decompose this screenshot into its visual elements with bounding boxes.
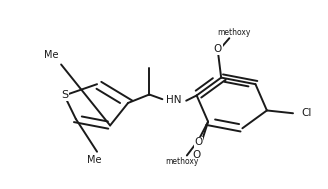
Text: methoxy: methoxy	[165, 157, 199, 166]
Text: O: O	[214, 44, 222, 54]
Text: Me: Me	[87, 155, 101, 165]
Text: O: O	[193, 150, 201, 160]
Text: S: S	[61, 91, 68, 100]
Text: methoxy: methoxy	[217, 28, 251, 37]
Text: Cl: Cl	[301, 108, 312, 118]
Text: HN: HN	[166, 95, 182, 105]
Text: Me: Me	[44, 50, 59, 60]
Text: O: O	[194, 137, 202, 147]
